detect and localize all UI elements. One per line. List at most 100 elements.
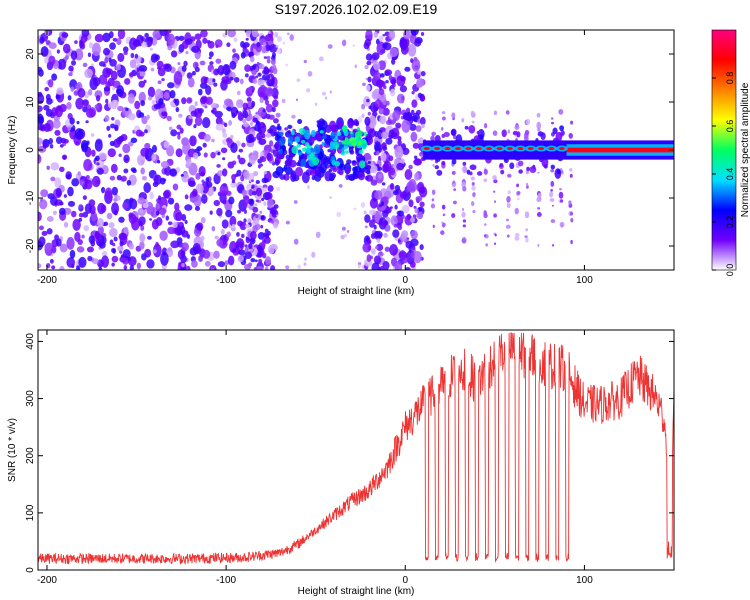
- spectrogram-cell: [461, 118, 465, 123]
- spectrogram-cell: [242, 110, 249, 119]
- spectrogram-cell: [237, 209, 242, 214]
- spectrogram-cell: [204, 105, 208, 109]
- spectrogram-cell: [200, 235, 205, 242]
- spectrogram-cell: [404, 168, 413, 181]
- spectrogram-cell: [178, 35, 185, 41]
- spectrogram-cell: [568, 200, 572, 205]
- spectrogram-cell: [418, 151, 424, 157]
- spectrogram-cell: [378, 108, 384, 115]
- spectrogram-cell: [44, 86, 50, 92]
- spectrogram-cell: [385, 137, 393, 145]
- spectrogram-cell: [225, 209, 233, 218]
- spectrogram-cell: [258, 164, 261, 169]
- spectrogram-cell: [265, 256, 272, 266]
- spectrogram-cell: [261, 197, 265, 202]
- spectrogram-cell: [248, 243, 253, 250]
- spectrogram-cell: [144, 32, 149, 38]
- spectrogram-cell: [186, 72, 193, 80]
- spectrogram-cell: [357, 264, 361, 269]
- spectrogram-cell: [222, 168, 228, 177]
- spectrogram-cell: [251, 100, 256, 108]
- spectrogram-cell: [181, 40, 189, 50]
- spectrogram-cell: [303, 59, 307, 64]
- spectrogram-cell: [66, 101, 72, 110]
- spectrogram-cell: [379, 73, 385, 78]
- spectrogram-cell: [270, 265, 276, 270]
- spectrogram-cell: [244, 251, 253, 260]
- spectrogram-cell: [524, 129, 530, 136]
- spectrogram-cell: [369, 209, 377, 216]
- spectrogram-cell: [138, 112, 145, 118]
- spectrogram-cell: [462, 224, 466, 228]
- spectrogram-cell: [197, 108, 204, 114]
- spectrogram-cell: [559, 125, 565, 132]
- spectrogram-cell: [321, 141, 325, 147]
- spectrogram-cell: [391, 78, 397, 85]
- spectrogram-cell: [260, 163, 263, 167]
- spectrogram-cell: [297, 264, 302, 269]
- spectrogram-cell: [215, 116, 223, 126]
- spectrogram-cell: [416, 77, 424, 88]
- spectrogram-cell: [150, 53, 159, 63]
- spectrogram-cell: [83, 225, 90, 232]
- spectrogram-cell: [255, 112, 259, 115]
- spectrogram-cell: [379, 115, 387, 125]
- spectrogram-cell: [202, 142, 207, 148]
- spectrogram-cell: [152, 181, 159, 188]
- spectrogram-cell: [254, 117, 258, 123]
- spectrogram-cell: [373, 72, 382, 80]
- spectrogram-cell: [232, 248, 237, 253]
- spectrogram-cell: [275, 112, 281, 118]
- spectrogram-cell: [117, 30, 126, 40]
- spectrogram-cell: [382, 209, 389, 218]
- spectrogram-cell: [110, 70, 118, 81]
- snr-ylabel: SNR (10 * v/v): [7, 418, 18, 482]
- spectrogram-cell: [304, 257, 307, 261]
- spectrogram-cell: [231, 223, 236, 229]
- spectrogram-cell: [116, 174, 122, 181]
- spectrogram-cell: [276, 125, 281, 130]
- spectrogram-cell: [287, 136, 294, 146]
- spectrogram-cell: [361, 139, 367, 144]
- spectrogram-cell: [278, 150, 283, 155]
- spectrogram-cell: [180, 174, 184, 177]
- spectrogram-cell: [550, 164, 555, 170]
- spectrogram-cell: [260, 215, 265, 220]
- spectrogram-cell: [65, 174, 70, 179]
- spectrogram-cell: [349, 137, 356, 144]
- spectrogram-cell: [514, 232, 520, 237]
- spectrogram-pulse-core: [444, 147, 451, 151]
- spectrogram-cell: [268, 140, 274, 147]
- spectrogram-cell: [451, 213, 456, 218]
- spectrogram-cell: [184, 219, 188, 225]
- spectrogram-cell: [260, 156, 267, 163]
- spectrogram-cell: [297, 119, 303, 125]
- spectrogram-cell: [536, 197, 540, 203]
- spectrogram-cell: [194, 66, 200, 73]
- spectrogram-cell: [295, 166, 303, 177]
- spectrogram-cell: [200, 76, 208, 85]
- spectrogram-cell: [88, 235, 95, 244]
- spectrogram-xtick-label: 100: [576, 275, 593, 286]
- spectrogram-cell: [305, 147, 312, 154]
- spectrogram-cell: [461, 211, 466, 218]
- spectrogram-cell: [194, 101, 198, 107]
- spectrogram-cell: [149, 218, 153, 221]
- spectrogram-cell: [222, 157, 226, 161]
- spectrogram-cell: [212, 78, 216, 83]
- spectrogram-cell: [194, 205, 201, 212]
- spectrogram-cell: [196, 222, 204, 231]
- spectrogram-cell: [506, 202, 511, 209]
- spectrogram-cell: [227, 30, 237, 38]
- spectrogram-cell: [261, 177, 268, 184]
- spectrogram-cell: [249, 65, 256, 71]
- spectrogram-cell: [205, 177, 210, 183]
- spectrogram-cell: [123, 226, 129, 235]
- spectrogram-cell: [373, 224, 377, 230]
- spectrogram-cell: [166, 145, 175, 157]
- spectrogram-cell: [160, 251, 169, 266]
- spectrogram-cell: [192, 152, 199, 160]
- spectrogram-cell: [413, 158, 422, 166]
- spectrogram-cell: [181, 242, 189, 252]
- spectrogram-cell: [240, 52, 246, 59]
